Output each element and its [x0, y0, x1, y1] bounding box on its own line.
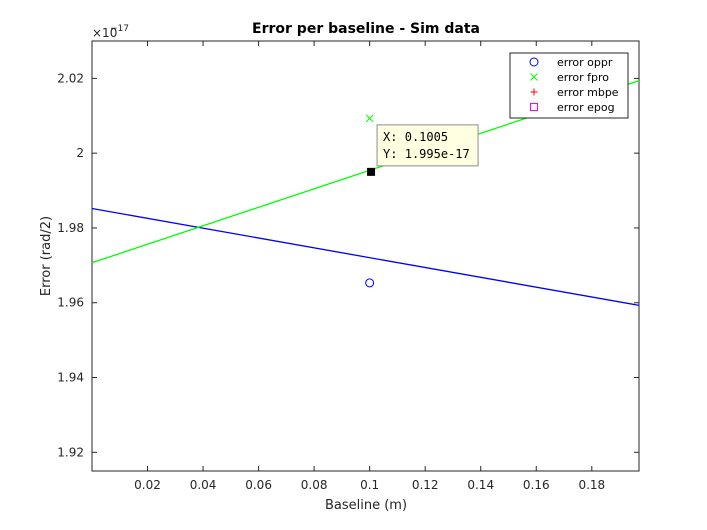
x-axis-label: Baseline (m): [325, 498, 407, 513]
x-tick-label: 0.14: [467, 478, 494, 492]
x-tick-label: 0.16: [523, 478, 550, 492]
legend-entry-error-epog: error epog: [530, 101, 615, 114]
datatip[interactable]: X: 0.1005 Y: 1.995e-17: [367, 124, 479, 176]
legend-entry-error-fpro-marker: [530, 73, 538, 81]
data-point-error-fpro-stroke-b: [365, 114, 374, 123]
y-tick-label: 2.02: [57, 71, 84, 85]
y-tick-label: 1.94: [57, 371, 84, 385]
legend-entry-error-fpro-marker-stroke-b: [530, 73, 538, 81]
y-axis: 1.92 1.94 1.96 1.98 2 2.02: [57, 71, 639, 459]
legend-entry-error-oppr-label: error oppr: [557, 56, 613, 69]
x-tick-label: 0.04: [190, 478, 217, 492]
legend-entry-error-fpro-label: error fpro: [557, 71, 609, 84]
datatip-marker: [367, 167, 376, 176]
legend-entry-error-mbpe-marker: [530, 88, 538, 96]
data-point-error-oppr: [365, 278, 375, 288]
x-tick-label: 0.12: [412, 478, 439, 492]
legend-entry-error-epog-label: error epog: [557, 101, 615, 114]
data-markers: [365, 114, 375, 288]
datatip-box: [376, 124, 479, 167]
datatip-y-text: Y: 1.995e-17: [383, 147, 470, 161]
y-axis-label: Error (rad/2): [39, 216, 54, 296]
legend-entry-error-mbpe: error mbpe: [530, 86, 619, 99]
data-point-error-fpro: [365, 114, 374, 123]
chart-title: Error per baseline - Sim data: [252, 21, 480, 37]
x-axis: 0.02 0.04 0.06 0.08 0.1 0.12 0.14 0.16 0.18: [134, 41, 605, 492]
y-exponent-label: ×10 −17: [92, 24, 129, 40]
datatip-x-text: X: 0.1005: [383, 130, 448, 144]
legend[interactable]: error oppr error fpro error mbpe error epog: [509, 52, 629, 119]
y-tick-label: 2: [76, 146, 84, 160]
x-tick-label: 0.06: [245, 478, 272, 492]
x-tick-label: 0.1: [360, 478, 379, 492]
legend-entry-error-fpro: error fpro: [530, 71, 609, 84]
x-tick-label: 0.18: [578, 478, 605, 492]
legend-entry-error-epog-marker: [530, 103, 538, 111]
x-tick-label: 0.08: [301, 478, 328, 492]
y-exponent-base: ×10: [92, 26, 117, 40]
legend-box: [509, 52, 629, 119]
y-tick-label: 1.98: [57, 221, 84, 235]
y-exponent-power: −17: [110, 24, 129, 34]
fit-line-1: [91, 207, 640, 306]
y-tick-label: 1.92: [57, 445, 84, 459]
y-tick-label: 1.96: [57, 296, 84, 310]
legend-entry-error-mbpe-label: error mbpe: [557, 86, 619, 99]
legend-entry-error-oppr-marker: [529, 57, 539, 67]
legend-entry-error-oppr: error oppr: [529, 56, 613, 69]
x-tick-label: 0.02: [134, 478, 161, 492]
